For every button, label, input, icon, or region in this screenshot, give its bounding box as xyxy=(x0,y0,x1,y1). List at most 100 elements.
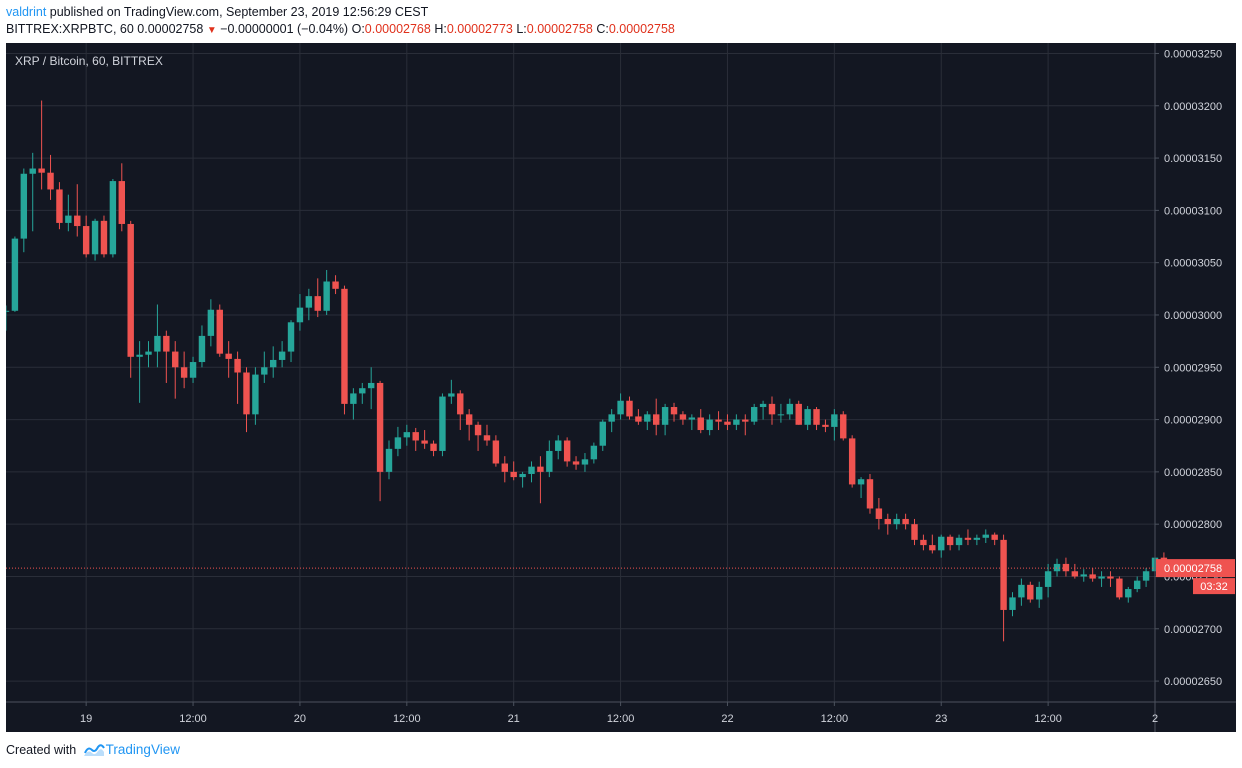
candle-down[interactable] xyxy=(1089,568,1096,582)
candle-down[interactable] xyxy=(234,351,241,404)
candle-down[interactable] xyxy=(742,414,749,436)
candle-down[interactable] xyxy=(635,409,642,425)
candle-up[interactable] xyxy=(706,414,713,436)
candle-up[interactable] xyxy=(198,325,206,368)
candle-up[interactable] xyxy=(2,305,10,331)
candle-up[interactable] xyxy=(252,367,259,425)
candle-up[interactable] xyxy=(955,534,963,551)
candle-down[interactable] xyxy=(1107,571,1114,587)
candle-down[interactable] xyxy=(216,304,223,357)
candle-down[interactable] xyxy=(679,411,687,425)
candle-down[interactable] xyxy=(626,396,633,420)
candle-down[interactable] xyxy=(474,421,482,451)
candle-down[interactable] xyxy=(457,390,464,431)
candle-up[interactable] xyxy=(207,299,215,347)
candle-down[interactable] xyxy=(813,407,820,431)
candle-down[interactable] xyxy=(163,330,170,383)
candle-up[interactable] xyxy=(893,513,900,530)
candle-up[interactable] xyxy=(261,351,268,383)
candle-up[interactable] xyxy=(519,471,526,488)
candle-down[interactable] xyxy=(341,285,348,415)
candle-up[interactable] xyxy=(189,356,197,383)
candle-down[interactable] xyxy=(38,100,45,190)
candle-up[interactable] xyxy=(1036,581,1043,608)
candle-down[interactable] xyxy=(572,456,580,470)
candle-down[interactable] xyxy=(768,396,776,425)
candle-down[interactable] xyxy=(724,414,731,431)
candle-down[interactable] xyxy=(795,400,802,425)
candle-down[interactable] xyxy=(82,215,90,258)
candle-down[interactable] xyxy=(332,275,339,295)
candle-up[interactable] xyxy=(688,414,696,431)
candle-down[interactable] xyxy=(946,534,954,551)
candle-down[interactable] xyxy=(412,427,419,451)
candle-up[interactable] xyxy=(109,178,117,258)
candle-up[interactable] xyxy=(777,403,785,423)
candle-up[interactable] xyxy=(385,440,393,480)
candle-up[interactable] xyxy=(786,398,794,420)
candle-down[interactable] xyxy=(537,456,544,504)
candle-down[interactable] xyxy=(127,220,134,378)
candle-down[interactable] xyxy=(929,534,936,554)
candle-down[interactable] xyxy=(991,532,998,546)
candle-down[interactable] xyxy=(866,473,874,514)
candle-up[interactable] xyxy=(278,341,286,368)
candle-up[interactable] xyxy=(938,534,945,558)
candle-down[interactable] xyxy=(180,351,188,389)
candle-up[interactable] xyxy=(546,440,553,478)
candle-down[interactable] xyxy=(510,461,517,481)
candle-up[interactable] xyxy=(359,382,366,404)
candle-down[interactable] xyxy=(1116,576,1123,600)
candle-up[interactable] xyxy=(1018,578,1025,606)
candle-up[interactable] xyxy=(608,409,615,433)
candle-up[interactable] xyxy=(394,426,402,457)
candle-down[interactable] xyxy=(875,498,883,530)
candle-up[interactable] xyxy=(617,393,624,420)
candle-up[interactable] xyxy=(154,304,161,368)
candle-down[interactable] xyxy=(483,424,491,446)
candle-up[interactable] xyxy=(1098,571,1105,587)
candle-down[interactable] xyxy=(563,437,571,467)
candle-down[interactable] xyxy=(1071,563,1079,579)
candle-up[interactable] xyxy=(65,194,72,232)
candle-up[interactable] xyxy=(367,367,375,410)
candle-up[interactable] xyxy=(644,411,651,431)
candle-up[interactable] xyxy=(1142,568,1150,587)
candle-down[interactable] xyxy=(697,409,704,434)
candle-down[interactable] xyxy=(1062,557,1070,577)
candle-up[interactable] xyxy=(323,269,330,315)
candle-up[interactable] xyxy=(599,419,606,451)
candles[interactable] xyxy=(2,100,1168,642)
candle-up[interactable] xyxy=(439,393,446,457)
candle-down[interactable] xyxy=(56,182,63,230)
candle-up[interactable] xyxy=(973,534,981,546)
author-link[interactable]: valdrint xyxy=(6,5,47,19)
candle-up[interactable] xyxy=(270,346,277,378)
candle-down[interactable] xyxy=(118,163,125,232)
candle-down[interactable] xyxy=(653,398,660,436)
candle-down[interactable] xyxy=(47,154,54,200)
candle-up[interactable] xyxy=(528,461,535,483)
candle-up[interactable] xyxy=(857,477,865,499)
candle-down[interactable] xyxy=(848,435,856,488)
candle-up[interactable] xyxy=(733,414,740,431)
candle-up[interactable] xyxy=(1125,586,1132,603)
candle-down[interactable] xyxy=(465,409,473,441)
candle-up[interactable] xyxy=(590,442,598,464)
tradingview-link[interactable]: TradingView xyxy=(105,742,180,757)
candle-down[interactable] xyxy=(225,341,232,378)
candle-up[interactable] xyxy=(1080,569,1087,582)
candle-down[interactable] xyxy=(920,534,927,551)
candle-down[interactable] xyxy=(430,440,437,457)
candle-down[interactable] xyxy=(840,411,847,441)
candle-up[interactable] xyxy=(759,400,767,420)
candle-down[interactable] xyxy=(670,402,678,422)
candle-up[interactable] xyxy=(20,168,28,253)
candle-up[interactable] xyxy=(982,529,989,544)
candle-up[interactable] xyxy=(555,435,562,460)
candle-up[interactable] xyxy=(403,424,411,446)
candle-down[interactable] xyxy=(74,184,81,237)
candle-up[interactable] xyxy=(831,409,838,441)
candle-up[interactable] xyxy=(750,403,758,425)
candle-down[interactable] xyxy=(100,215,108,258)
